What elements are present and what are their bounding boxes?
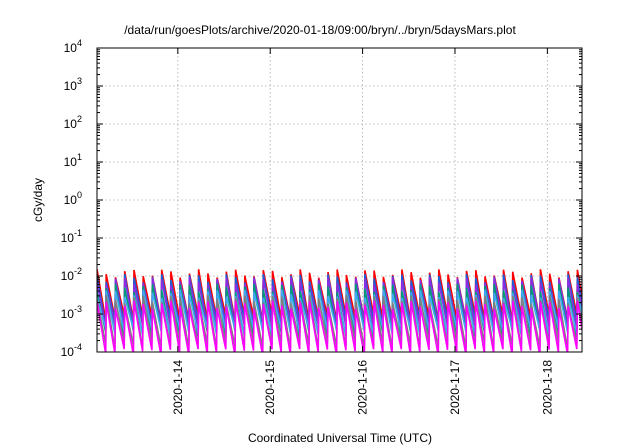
y-axis-label: cGy/day	[31, 178, 45, 222]
y-tick-label: 101	[64, 152, 82, 169]
x-tick-label: 2020-1-15	[263, 360, 277, 415]
y-tick-label: 104	[64, 38, 82, 55]
chart-title: /data/run/goesPlots/archive/2020-01-18/0…	[124, 23, 516, 37]
x-tick-label: 2020-1-14	[171, 360, 185, 415]
grid-lines	[97, 48, 582, 352]
y-tick-label: 10-4	[61, 342, 82, 359]
y-tick-label: 10-2	[61, 266, 82, 283]
x-tick-labels: 2020-1-14 2020-1-15 2020-1-16 2020-1-17 2020…	[171, 360, 555, 415]
axis-ticks	[97, 47, 582, 353]
y-tick-label: 10-1	[61, 228, 82, 245]
series-line	[97, 289, 582, 336]
y-tick-label: 10-3	[61, 304, 82, 321]
y-tick-labels: 10-4 10-3 10-2 10-1 100 101 102 103 104	[61, 38, 82, 359]
x-tick-label: 2020-1-18	[540, 360, 554, 415]
y-tick-label: 103	[64, 76, 82, 93]
x-axis-label: Coordinated Universal Time (UTC)	[248, 431, 432, 445]
y-tick-label: 102	[64, 114, 82, 131]
series-line	[97, 276, 582, 332]
x-tick-label: 2020-1-16	[356, 360, 370, 415]
y-tick-label: 100	[64, 190, 82, 207]
series-layer	[97, 269, 582, 352]
series-line	[97, 300, 582, 352]
x-tick-label: 2020-1-17	[448, 360, 462, 415]
